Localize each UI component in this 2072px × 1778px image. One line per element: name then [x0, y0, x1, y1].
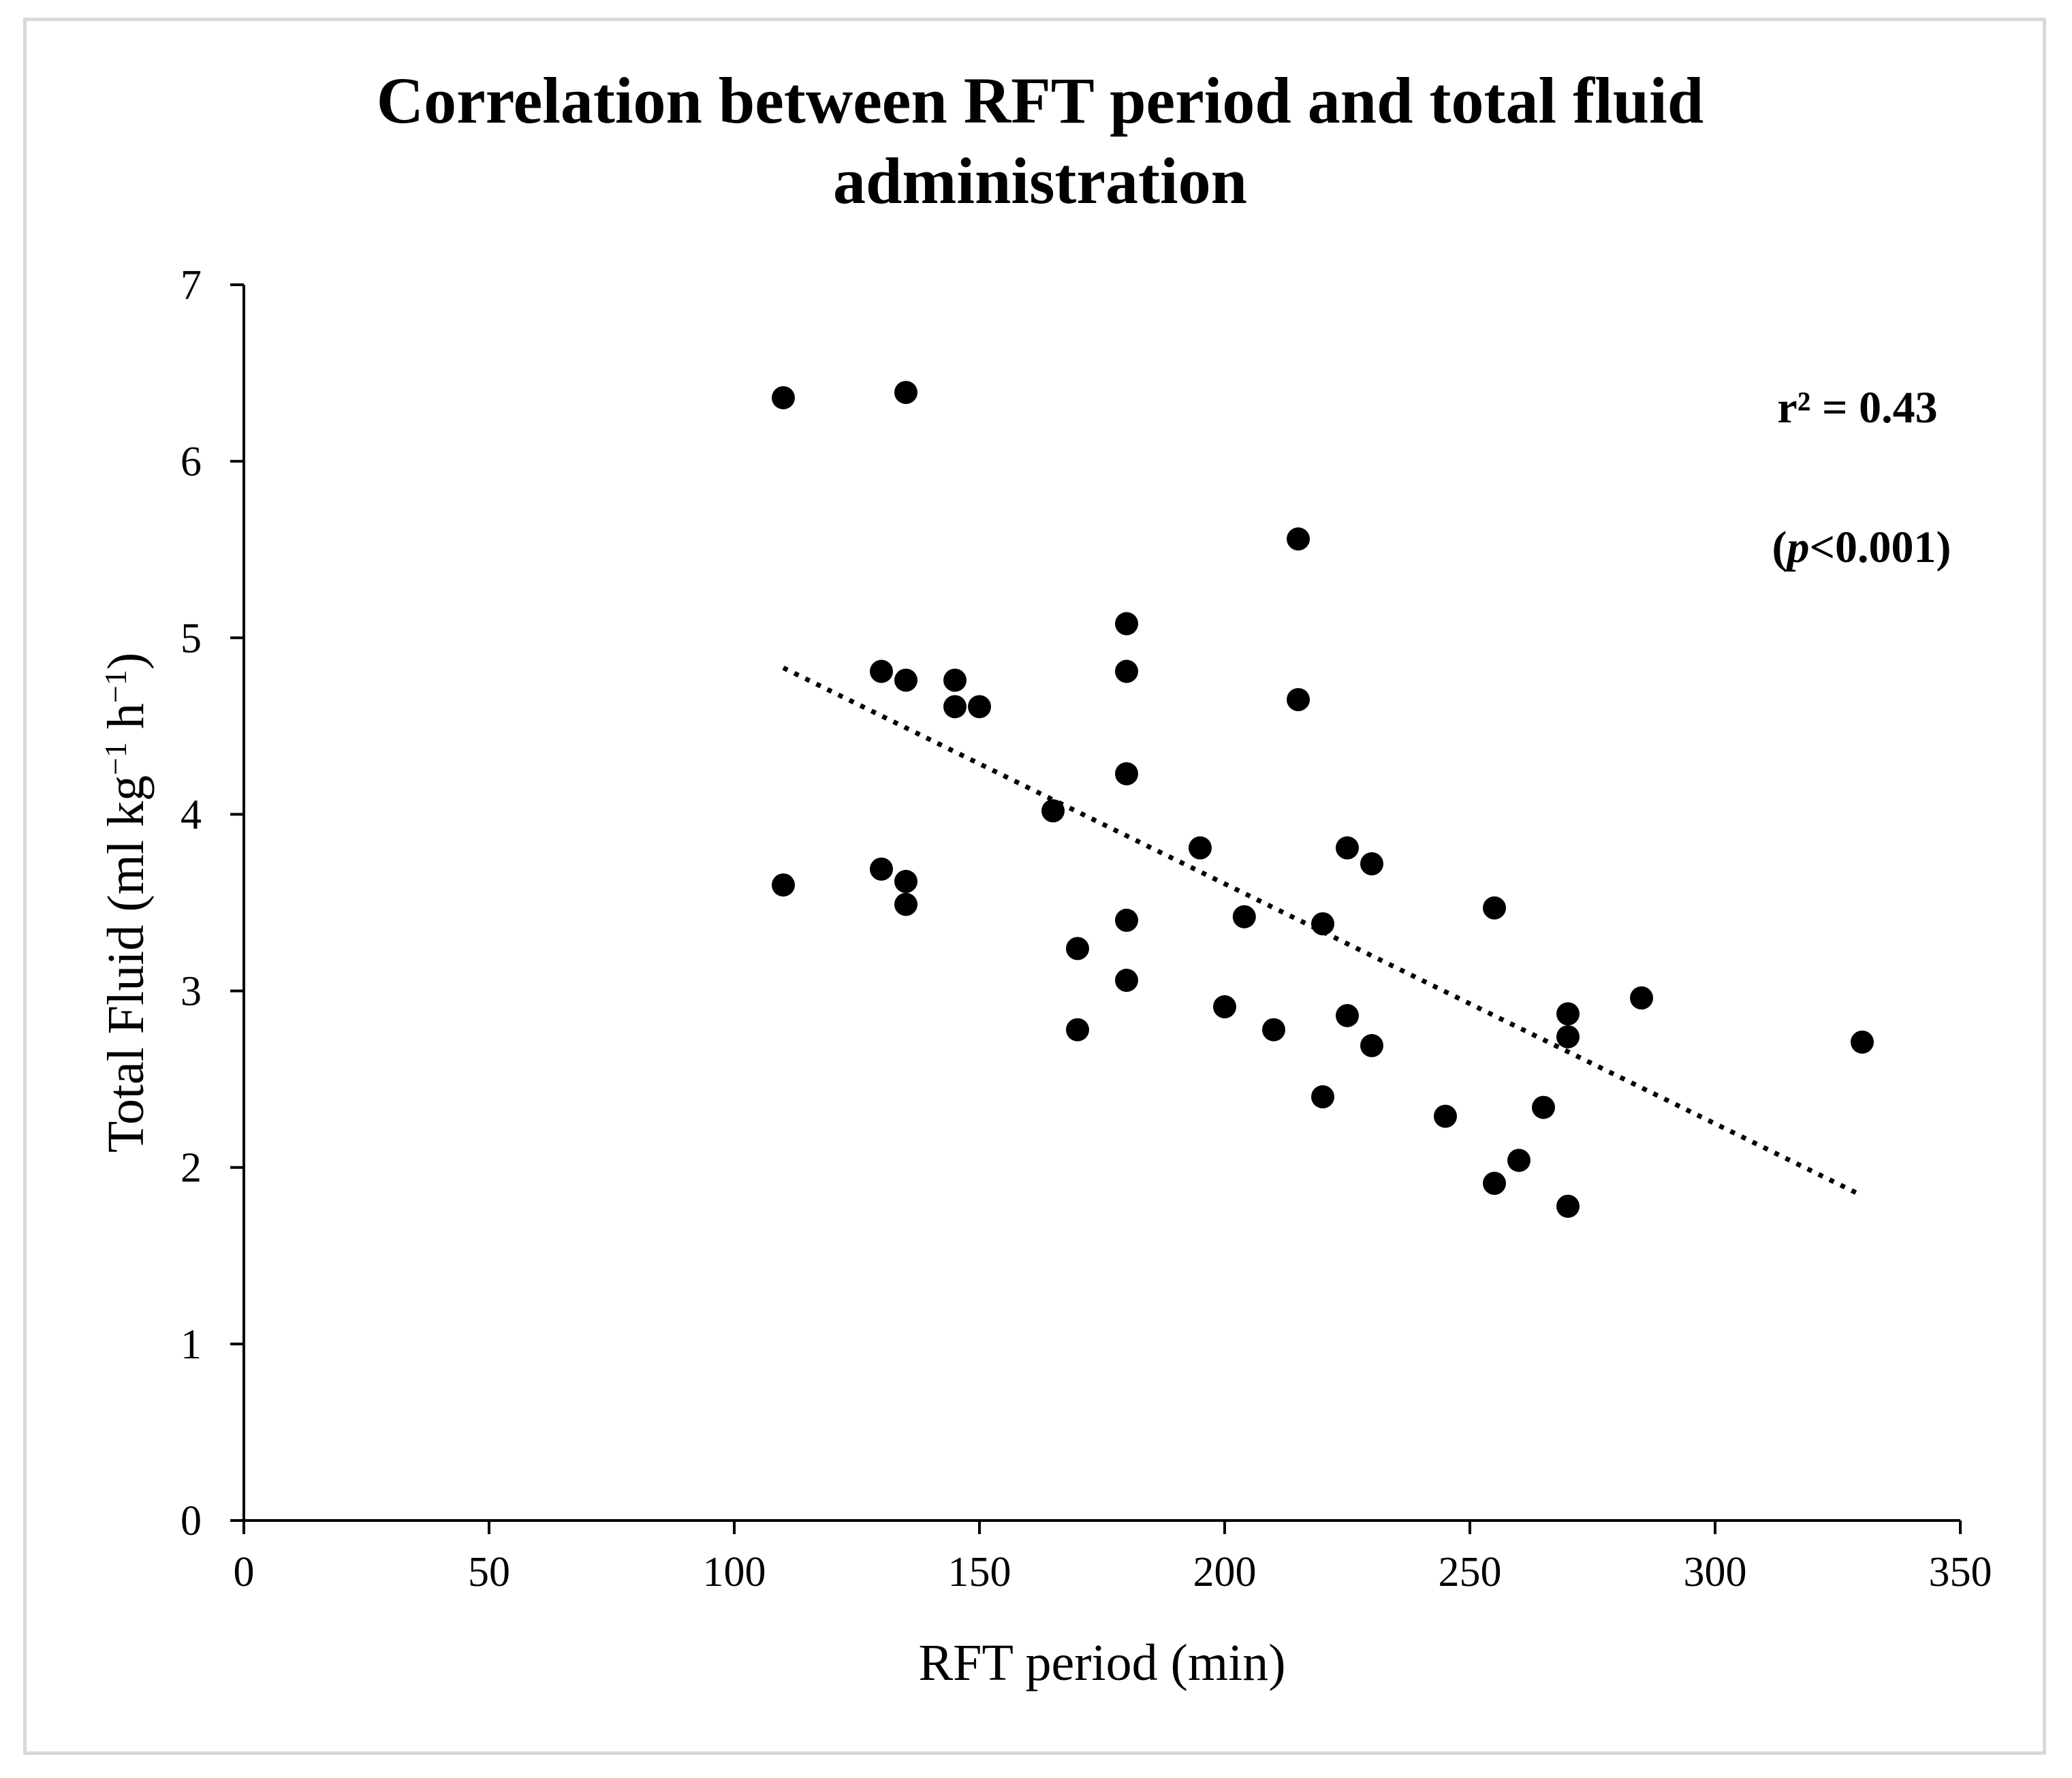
data-point — [1213, 995, 1236, 1018]
p-value-rest: <0.001) — [1809, 523, 1951, 572]
data-point — [1115, 908, 1138, 932]
data-point — [1262, 1018, 1285, 1042]
data-point — [1556, 1194, 1580, 1218]
data-point — [1360, 1033, 1383, 1057]
r-squared-annotation: r² = 0.43 — [1777, 383, 1937, 433]
data-point — [772, 873, 795, 897]
data-points — [772, 381, 1874, 1218]
y-ticks: 0 1 2 3 4 5 6 7 — [180, 262, 244, 1544]
chart-frame — [23, 18, 2046, 1755]
y-axis-label-exp2: −1 — [98, 670, 133, 703]
data-point — [1556, 1025, 1580, 1048]
x-tick-label: 250 — [1439, 1549, 1502, 1595]
data-point — [1115, 612, 1138, 636]
data-point — [1336, 1003, 1359, 1027]
data-point — [1287, 687, 1310, 711]
y-tick-label: 2 — [180, 1145, 202, 1191]
data-point — [870, 857, 893, 881]
data-point — [1630, 986, 1653, 1010]
data-point — [1311, 912, 1334, 936]
data-point — [1311, 1085, 1334, 1109]
data-point — [894, 381, 917, 405]
data-point — [943, 668, 967, 692]
data-point — [1851, 1030, 1874, 1054]
data-point — [1287, 527, 1310, 551]
p-value-symbol: p — [1783, 523, 1809, 572]
data-point — [1507, 1149, 1531, 1172]
data-point — [772, 386, 795, 409]
data-point — [1532, 1095, 1555, 1119]
x-ticks: 0 50 100 150 200 250 300 350 — [234, 1520, 1992, 1595]
data-point — [1434, 1104, 1457, 1128]
data-point — [1189, 836, 1212, 860]
data-point — [968, 695, 991, 719]
data-point — [894, 668, 917, 692]
data-point — [1115, 762, 1138, 785]
chart-title-line1: Correlation between RFT period and total… — [377, 64, 1704, 137]
data-point — [1066, 1018, 1089, 1042]
x-tick-label: 200 — [1193, 1549, 1257, 1595]
data-point — [1483, 1172, 1506, 1196]
data-point — [1483, 896, 1506, 920]
p-value-annotation: (p<0.001) — [1772, 523, 1951, 572]
y-axis-label-end: ) — [97, 653, 155, 670]
data-point — [1115, 659, 1138, 683]
y-tick-label: 1 — [180, 1322, 202, 1368]
data-point — [894, 892, 917, 916]
x-tick-label: 0 — [234, 1549, 255, 1595]
y-tick-label: 5 — [180, 615, 202, 661]
x-tick-label: 50 — [468, 1549, 510, 1595]
y-axis-label-base: Total Fluid (ml kg — [97, 775, 155, 1153]
data-point — [1066, 937, 1089, 961]
data-point — [870, 659, 893, 683]
y-tick-label: 4 — [180, 792, 202, 838]
data-point — [1115, 969, 1138, 993]
x-tick-label: 100 — [703, 1549, 766, 1595]
y-tick-label: 0 — [180, 1498, 202, 1544]
y-axis-label-exp1: −1 — [98, 742, 133, 775]
x-tick-label: 150 — [948, 1549, 1011, 1595]
y-tick-label: 7 — [180, 262, 202, 309]
x-tick-label: 300 — [1684, 1549, 1747, 1595]
y-axis-label-mid: h — [97, 703, 155, 742]
data-point — [1336, 836, 1359, 860]
y-tick-label: 3 — [180, 969, 202, 1015]
y-axis-label: Total Fluid (ml kg−1 h−1) — [97, 653, 155, 1153]
chart-title-line2: administration — [833, 144, 1247, 217]
trendline — [782, 666, 1864, 1198]
data-point — [1041, 799, 1065, 823]
data-point — [894, 869, 917, 893]
data-point — [1556, 1002, 1580, 1026]
data-point — [1360, 852, 1383, 875]
x-axis-label: RFT period (min) — [918, 1634, 1285, 1691]
axes — [242, 285, 1960, 1522]
p-value-open: ( — [1772, 523, 1787, 572]
data-point — [943, 695, 967, 719]
data-point — [1232, 905, 1256, 929]
y-tick-label: 6 — [180, 439, 202, 485]
x-tick-label: 350 — [1929, 1549, 1992, 1595]
